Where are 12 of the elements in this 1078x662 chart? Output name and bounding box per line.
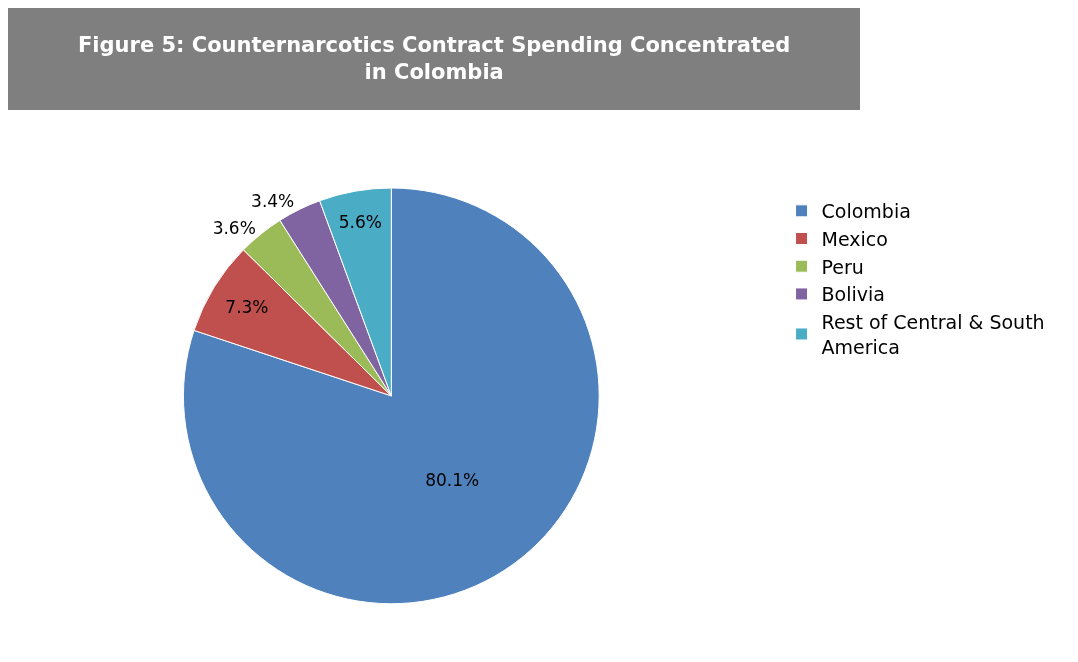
legend-label: Peru [821,255,864,278]
data-label: 3.4% [251,191,295,212]
legend-label: Bolivia [821,283,885,306]
legend-label: Rest of Central & South America [821,311,1045,358]
data-label: 7.3% [225,297,269,318]
legend-label: Mexico [821,227,888,250]
data-label: 80.1% [425,470,480,491]
legend-label: Colombia [821,200,911,223]
chart-title: Figure 5: Counternarcotics Contract Spending Concentrated in Colombia [78,33,791,85]
pie-slice [183,187,600,605]
data-label: 5.6% [338,211,382,232]
data-label: 3.6% [212,218,256,238]
